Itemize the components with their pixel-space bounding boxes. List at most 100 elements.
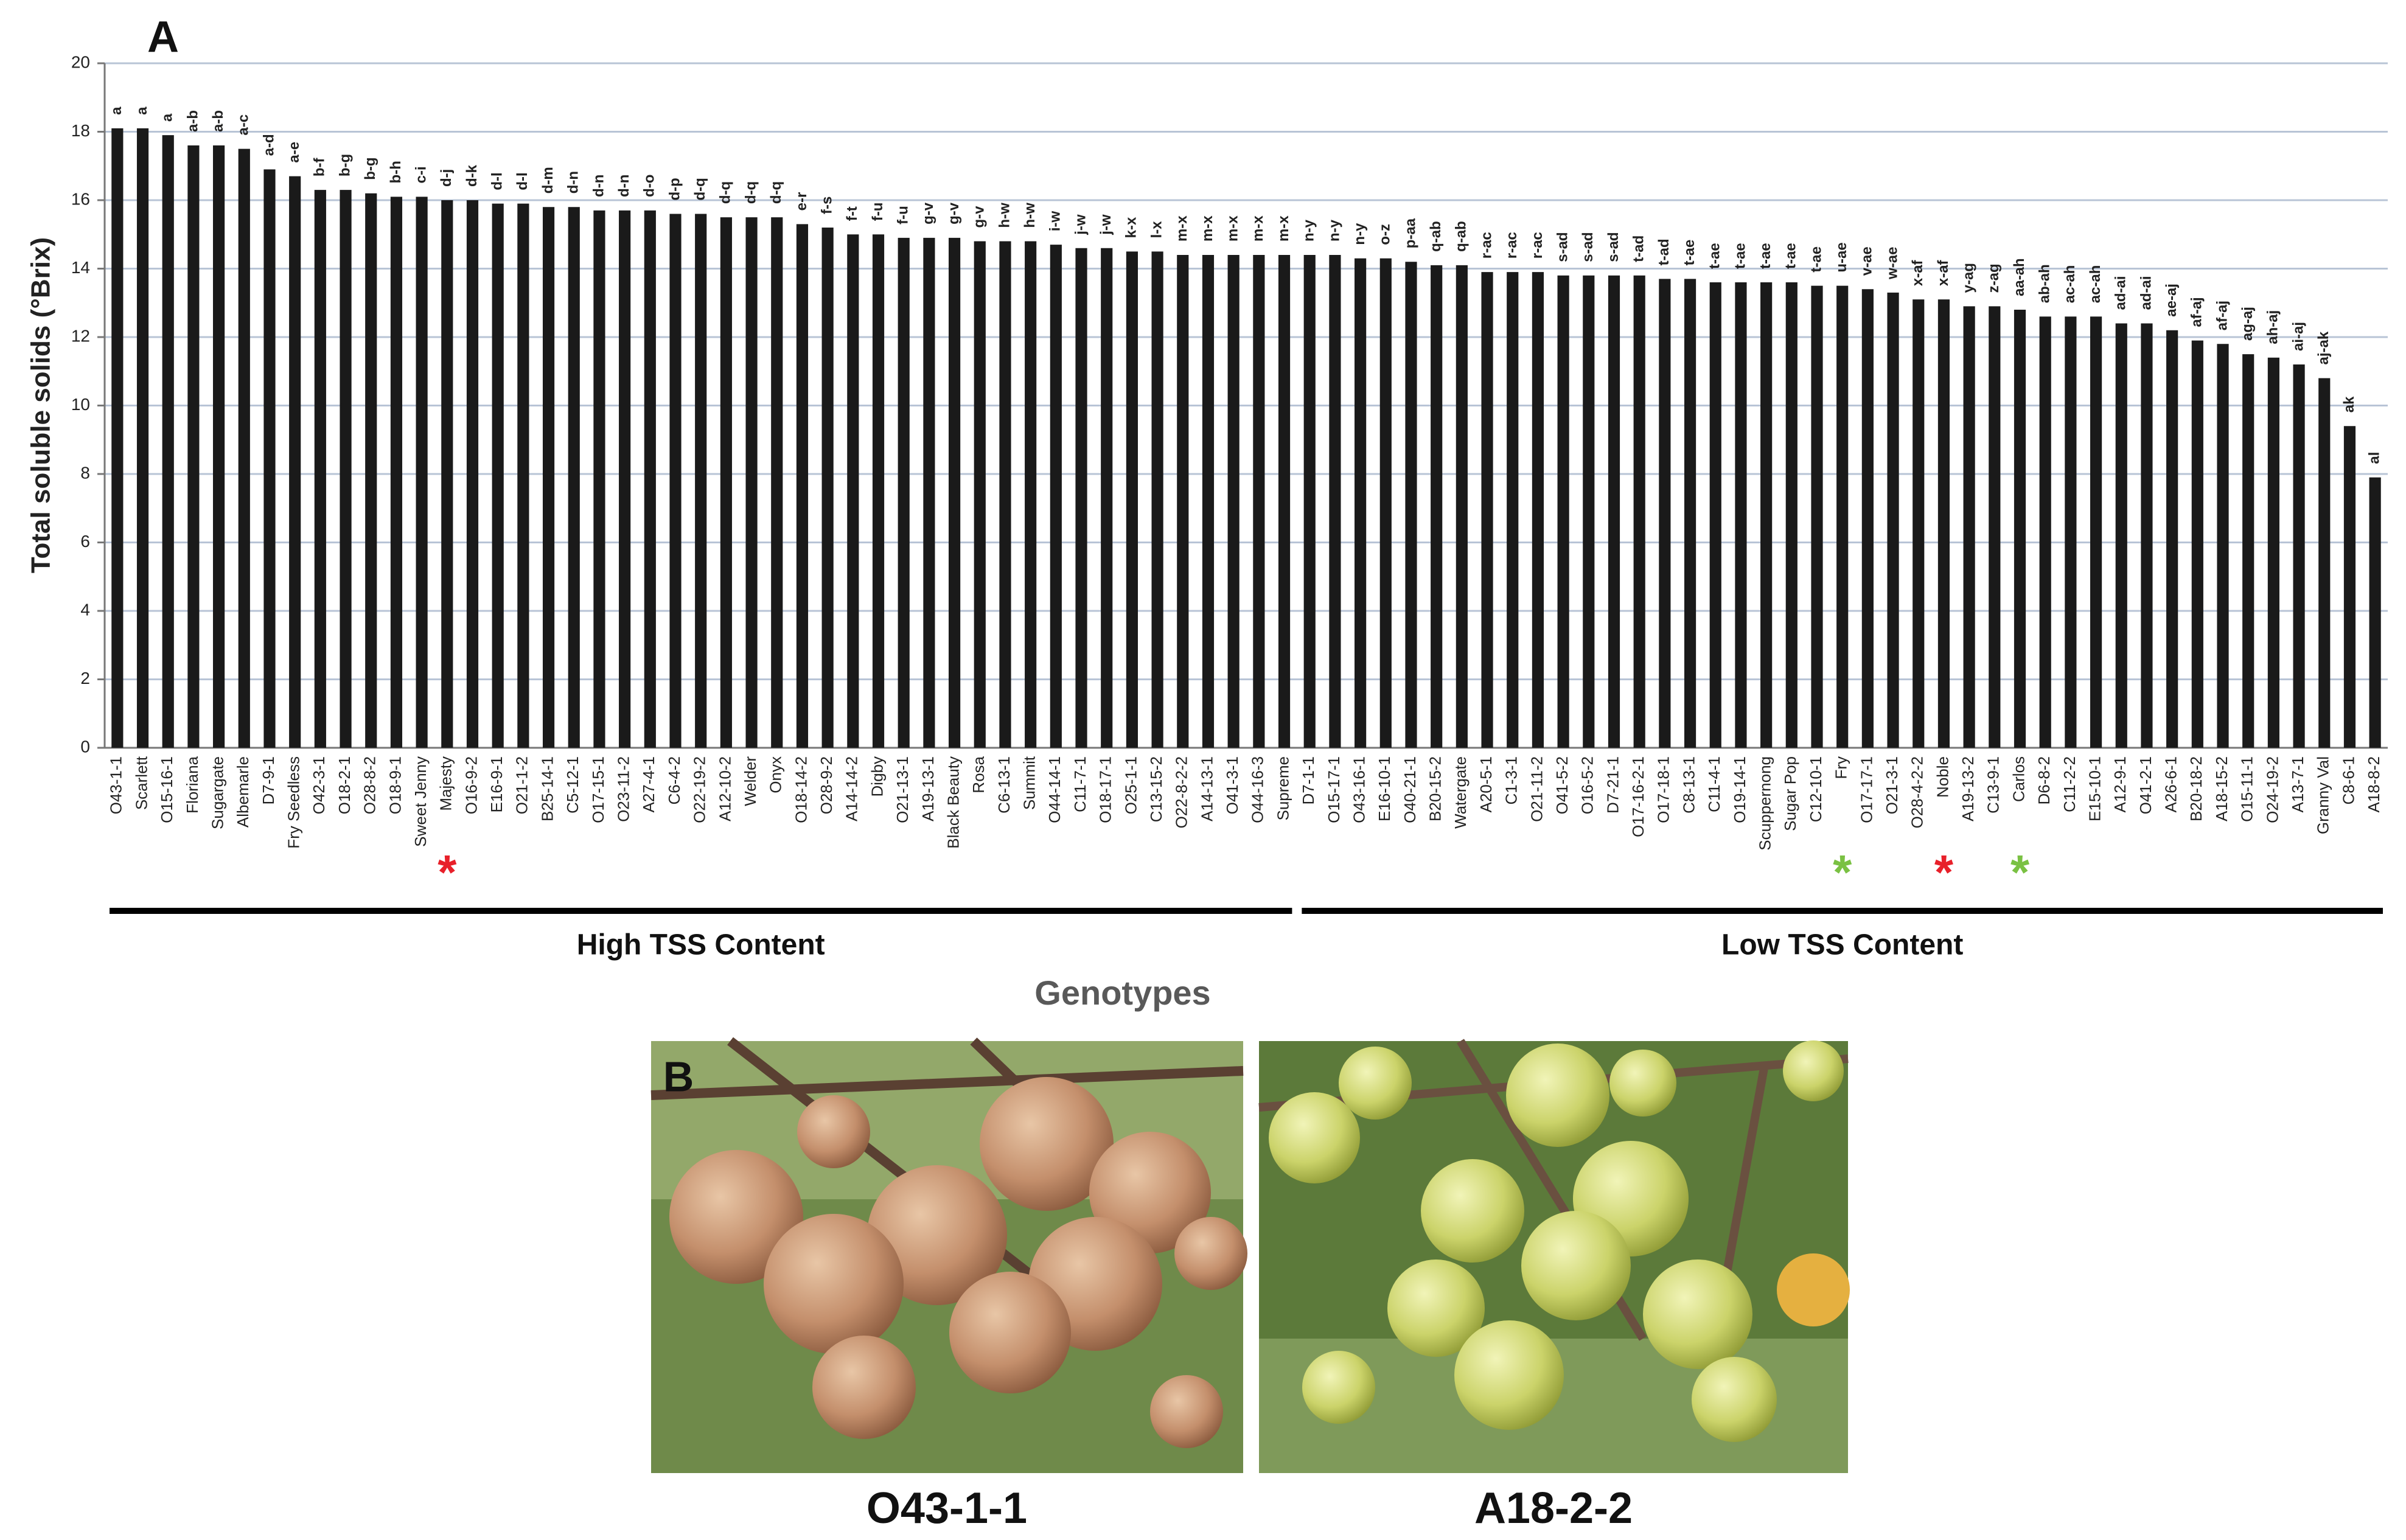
bar	[1202, 255, 1215, 748]
x-tick-label: Digby	[868, 756, 886, 796]
y-tick-label: 14	[71, 258, 90, 277]
significance-letter: ai-aj	[2290, 322, 2306, 351]
significance-letter: t-ad	[1656, 239, 1672, 265]
bar	[1355, 258, 1367, 748]
y-tick-label: 12	[71, 326, 90, 345]
x-tick-label: O15-17-1	[1325, 756, 1343, 823]
y-tick-label: 4	[80, 600, 90, 619]
x-tick-label: A12-9-1	[2111, 756, 2129, 813]
bar	[745, 217, 758, 748]
significance-letter: s-ad	[1605, 232, 1622, 262]
y-tick-label: 2	[80, 669, 90, 688]
x-tick-label: O23-11-2	[614, 756, 632, 822]
bar	[2217, 344, 2229, 748]
bar	[1811, 285, 1823, 748]
bar	[1735, 282, 1747, 748]
bar	[1303, 255, 1316, 748]
x-tick-label: Majesty	[437, 756, 455, 811]
bar	[1684, 279, 1696, 748]
significance-letter: k-x	[1123, 217, 1140, 238]
bar	[1050, 245, 1062, 748]
bar	[238, 148, 250, 748]
significance-letter: n-y	[1301, 219, 1317, 242]
photo-caption: O43-1-1	[867, 1484, 1027, 1533]
bar	[669, 214, 682, 748]
bar	[1633, 275, 1645, 748]
significance-letter: j-w	[1072, 214, 1089, 235]
x-tick-label: O16-5-2	[1578, 756, 1597, 814]
significance-letter: u-ae	[1833, 242, 1850, 272]
significance-letter: d-q	[742, 181, 759, 204]
x-tick-label: D6-8-2	[2035, 756, 2053, 804]
bar	[2369, 477, 2381, 748]
bar	[2267, 357, 2279, 748]
x-tick-label: A19-13-1	[919, 756, 937, 821]
bar	[796, 224, 809, 748]
bar	[2014, 310, 2026, 748]
significance-letter: h-w	[996, 203, 1013, 228]
bar	[2191, 340, 2203, 748]
significance-letter: ad-ai	[2138, 276, 2154, 310]
bar	[1937, 299, 1950, 748]
x-tick-label: O22-19-2	[691, 756, 709, 823]
x-tick-label: O21-3-1	[1883, 756, 1901, 814]
x-tick-label: D7-21-1	[1603, 756, 1622, 814]
x-tick-label: O44-14-1	[1045, 756, 1064, 823]
bar	[1456, 265, 1468, 748]
x-tick-label: O43-1-1	[107, 756, 125, 814]
significance-letter: b-f	[312, 157, 328, 176]
bar	[1431, 265, 1443, 748]
significance-letter: d-j	[438, 169, 455, 187]
bar	[1025, 241, 1037, 748]
significance-letter: y-ag	[1960, 263, 1976, 293]
group-label: Low TSS Content	[1721, 929, 1963, 961]
x-tick-label: O24-19-2	[2263, 756, 2281, 823]
x-tick-label: C1-3-1	[1502, 756, 1521, 804]
x-tick-label: O18-14-2	[792, 756, 810, 823]
x-tick-label: Noble	[1933, 756, 1951, 798]
bar	[974, 241, 986, 748]
significance-letter: ad-ai	[2113, 276, 2129, 310]
significance-letter: r-ac	[1529, 232, 1546, 259]
bar	[1278, 255, 1291, 748]
asterisk-marker: *	[2010, 845, 2030, 899]
bar	[1583, 275, 1595, 748]
bar	[2242, 354, 2254, 748]
significance-letter: t-ae	[1783, 243, 1799, 269]
significance-letter: a-b	[210, 110, 226, 132]
asterisk-marker: *	[1934, 845, 1954, 899]
x-tick-label: O22-8-2-2	[1173, 756, 1191, 829]
significance-letter: a-b	[184, 110, 201, 132]
photo-caption: A18-2-2	[1474, 1484, 1633, 1533]
bar	[1608, 275, 1620, 748]
x-axis-label: Genotypes	[1034, 974, 1210, 1012]
bar	[492, 203, 504, 748]
significance-letter: ab-ah	[2037, 264, 2053, 303]
bar	[1557, 275, 1569, 748]
x-tick-label: O18-9-1	[386, 756, 404, 814]
significance-letter: g-v	[946, 202, 962, 225]
significance-letter: f-s	[818, 197, 835, 214]
x-tick-label: O44-16-3	[1249, 756, 1267, 823]
x-tick-label: E16-9-1	[487, 756, 506, 813]
significance-letter: s-ad	[1554, 232, 1571, 262]
significance-letter: i-w	[1047, 211, 1064, 231]
asterisk-marker: *	[1833, 845, 1852, 899]
x-tick-label: O21-1-2	[513, 756, 531, 814]
bar	[923, 237, 935, 748]
significance-letter: a-c	[235, 114, 252, 136]
bar	[1227, 255, 1240, 748]
significance-letter: t-ae	[1757, 243, 1774, 269]
bar	[898, 237, 910, 748]
x-tick-label: O17-15-1	[589, 756, 607, 823]
bar	[2065, 316, 2077, 748]
significance-letter: z-ag	[1986, 263, 2002, 293]
significance-letter: d-q	[692, 178, 708, 200]
significance-letter: d-n	[616, 175, 632, 197]
bar	[289, 176, 301, 748]
x-tick-label: O28-8-2	[361, 756, 379, 814]
group-label: High TSS Content	[577, 929, 825, 961]
bar	[619, 210, 631, 748]
x-tick-label: Rosa	[969, 756, 988, 793]
x-tick-label: A27-4-1	[640, 756, 658, 813]
